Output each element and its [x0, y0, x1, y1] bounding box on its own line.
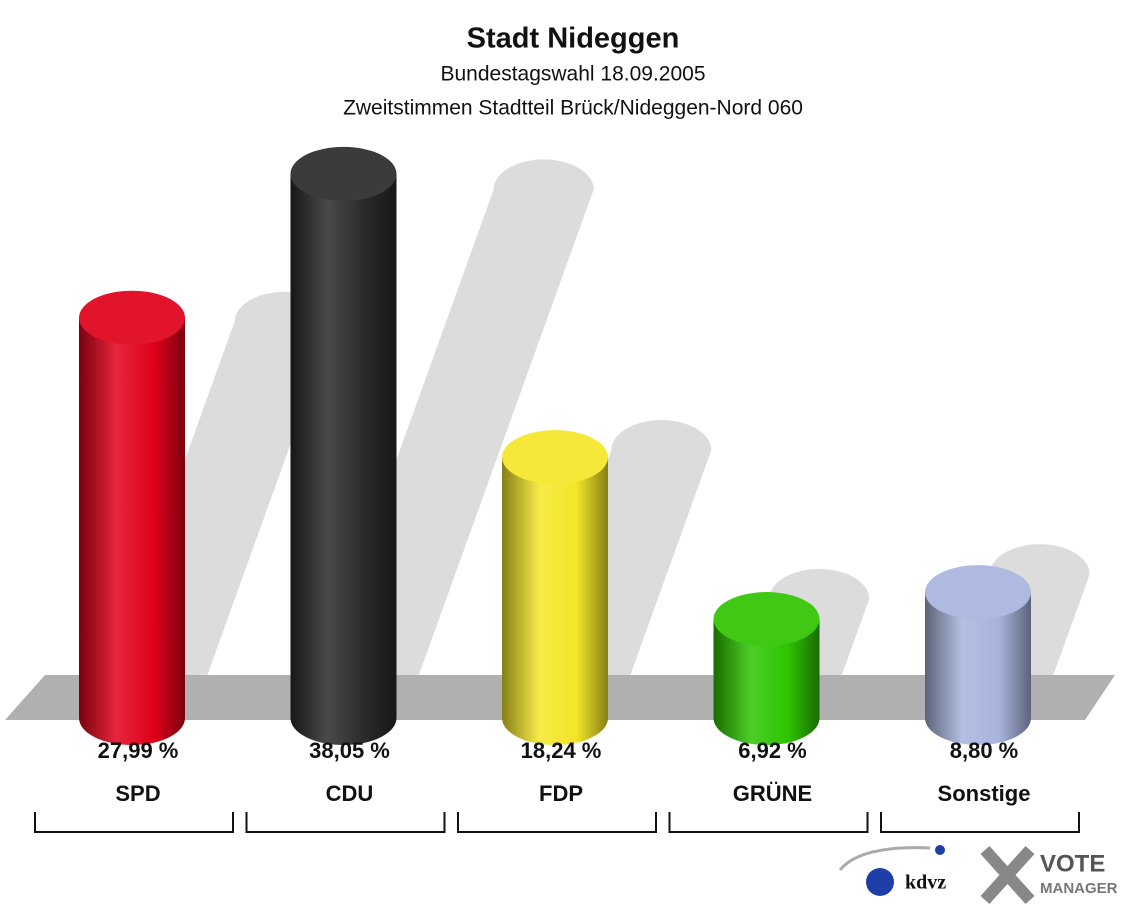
bracket: [457, 812, 657, 833]
bracket: [245, 812, 446, 833]
bar-cap: [925, 565, 1031, 620]
bar: [290, 173, 397, 745]
category-label: GRÜNE: [733, 781, 812, 806]
value-label: 6,92 %: [738, 738, 807, 763]
category-label: SPD: [115, 781, 160, 806]
logo-dot: [935, 845, 945, 855]
value-label: 18,24 %: [521, 738, 602, 763]
logo-text: VOTE: [1040, 850, 1105, 877]
logo-text: kdvz: [905, 872, 946, 894]
logo-x: [980, 845, 1035, 905]
bracket: [34, 812, 234, 833]
bars: [79, 146, 1031, 745]
bar: [79, 317, 185, 745]
logo-swoosh: [838, 846, 931, 871]
bracket: [668, 812, 869, 833]
bracket: [880, 812, 1080, 833]
bar: [713, 619, 820, 745]
category-label: Sonstige: [938, 781, 1031, 806]
bar-cap: [79, 290, 185, 345]
value-label: 8,80 %: [950, 738, 1019, 763]
value-label: 38,05 %: [309, 738, 390, 763]
bar-cap: [290, 146, 397, 201]
bar: [925, 592, 1031, 745]
chart-subtitle: Bundestagswahl 18.09.2005: [440, 63, 705, 86]
value-label: 27,99 %: [98, 738, 179, 763]
bar: [502, 457, 608, 745]
bar-cap: [713, 592, 820, 647]
chart-subtitle: Zweitstimmen Stadtteil Brück/Nideggen-No…: [343, 97, 803, 120]
logo-text: MANAGER: [1040, 880, 1118, 897]
category-label: FDP: [539, 781, 583, 806]
chart-title: Stadt Nideggen: [467, 23, 680, 55]
category-label: CDU: [326, 781, 374, 806]
bar-cap: [502, 430, 608, 485]
logo: kdvz VOTE MANAGER: [838, 845, 1118, 905]
logo-ball: [866, 868, 894, 896]
